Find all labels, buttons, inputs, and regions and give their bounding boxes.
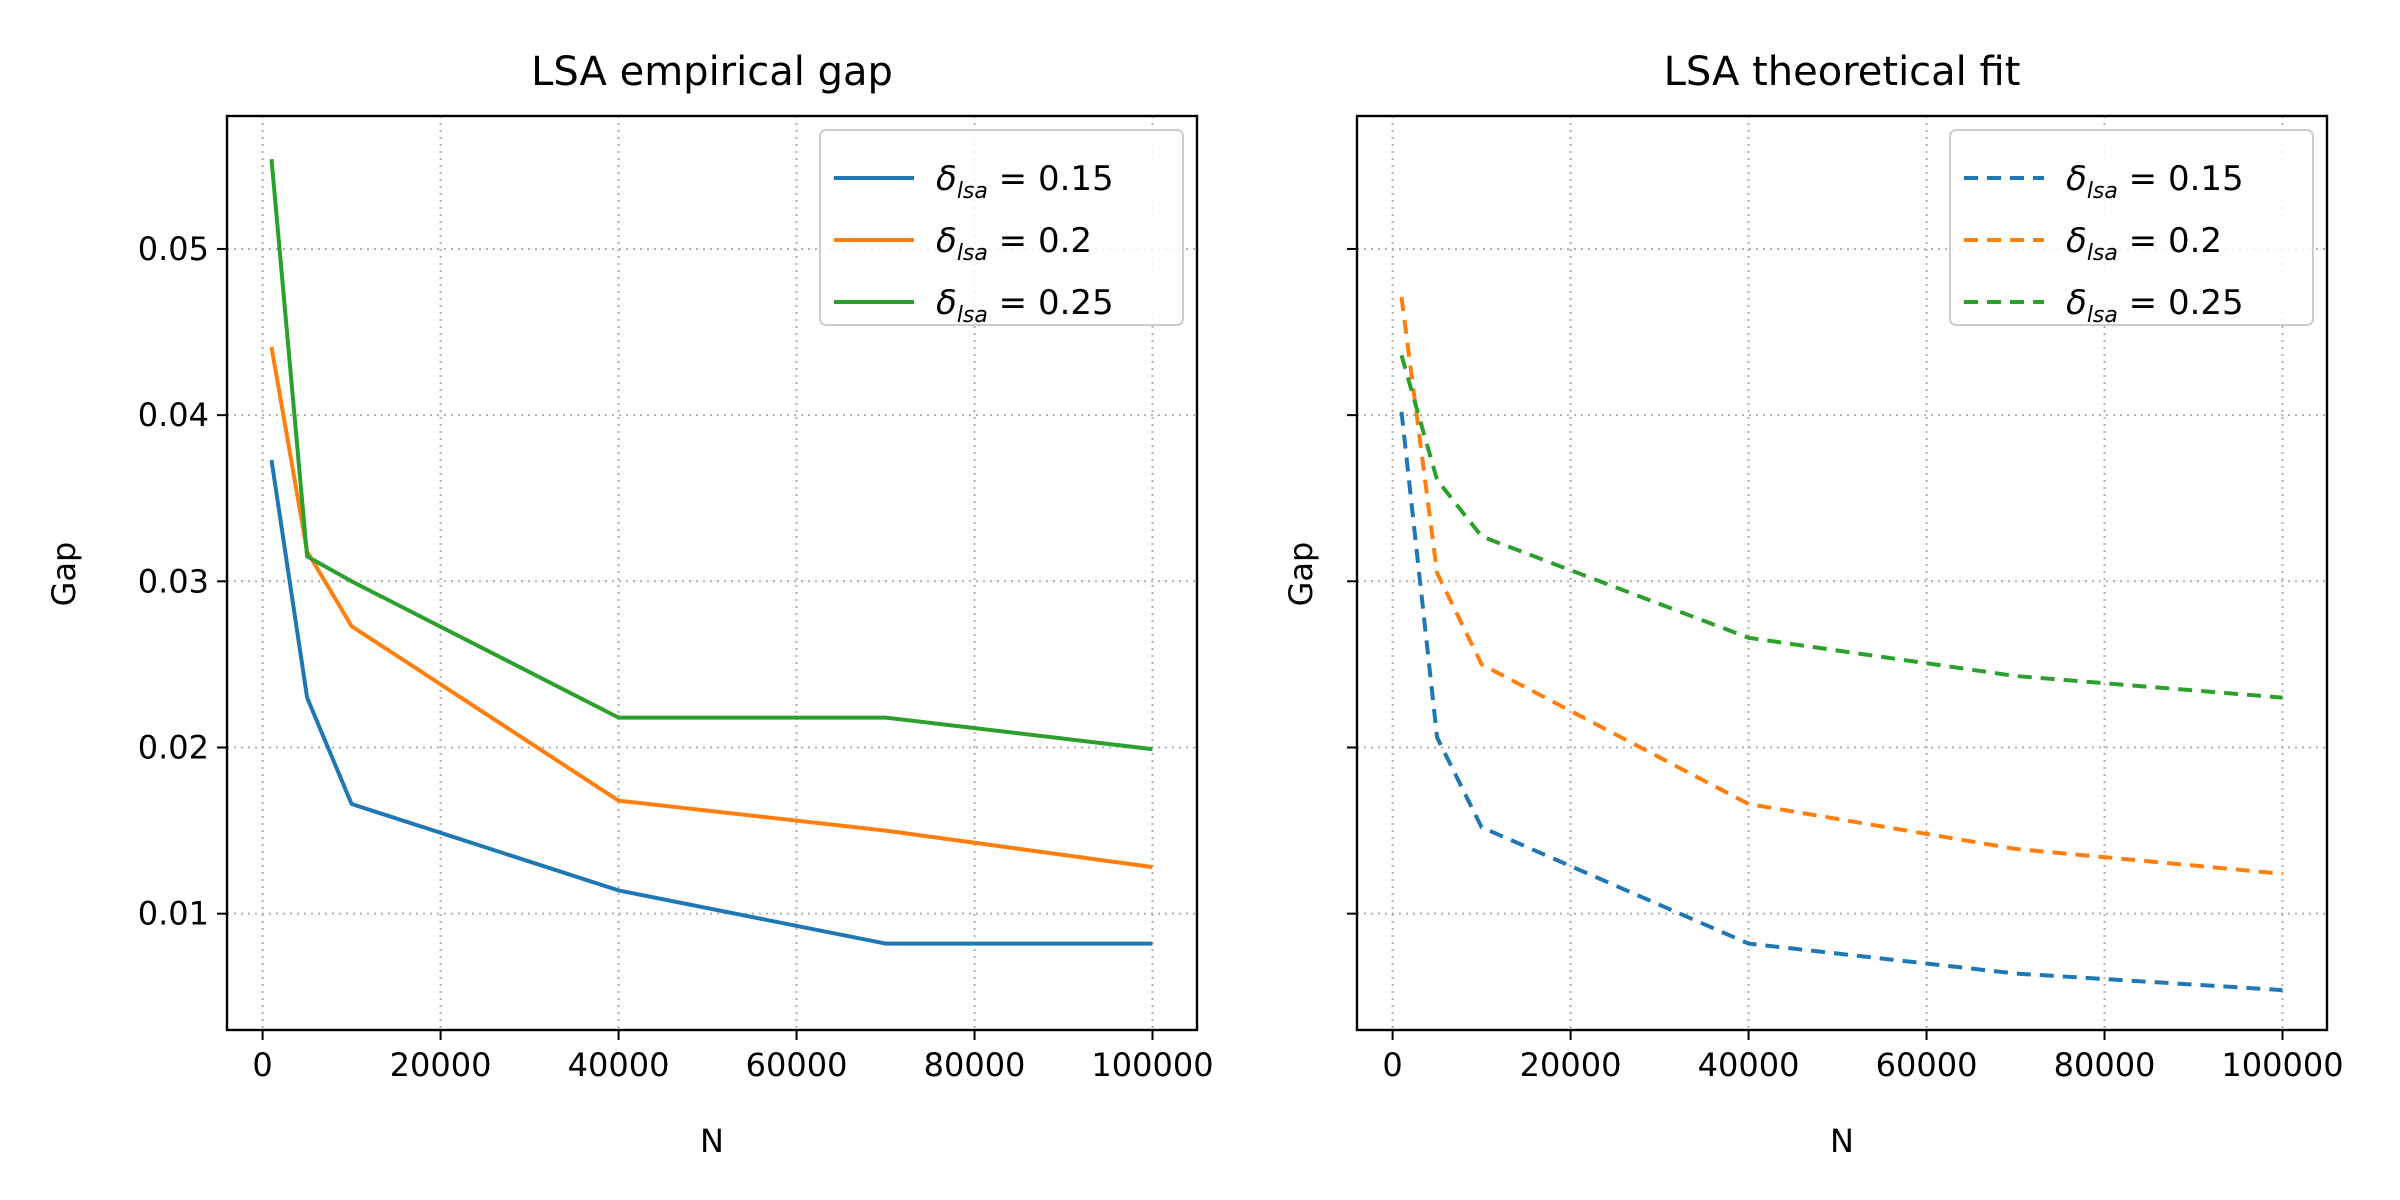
panel-theoretical: LSA theoretical fit 0 20000 40000 60000 8000…	[1282, 49, 2344, 1160]
panel-empirical-series	[269, 159, 1153, 946]
panel-theoretical-series	[1399, 296, 2283, 993]
legend-label: δlsa = 0.15	[936, 159, 1114, 204]
panel-empirical-legend: δlsa = 0.15 δlsa = 0.2 δlsa = 0.25	[819, 129, 1184, 328]
legend-label: δlsa = 0.2	[936, 221, 1092, 266]
panel-theoretical-y-label: Gap	[1282, 542, 1320, 607]
x-tick-label: 20000	[1520, 1046, 1622, 1084]
x-tick-label: 80000	[924, 1046, 1026, 1084]
y-tick-label: 0.03	[138, 562, 209, 600]
panel-empirical-grid	[227, 116, 1197, 1030]
y-tick-label: 0.02	[138, 728, 209, 766]
legend-label: δlsa = 0.2	[2066, 221, 2222, 266]
panel-empirical-y-label: Gap	[45, 542, 83, 607]
legend-label: δlsa = 0.25	[936, 283, 1114, 328]
panel-theoretical-y-axis	[1347, 247, 1357, 915]
x-tick-label: 60000	[746, 1046, 848, 1084]
x-tick-label: 100000	[2221, 1046, 2343, 1084]
x-tick-label: 60000	[1876, 1046, 1978, 1084]
panel-theoretical-x-axis: 0 20000 40000 60000 80000 100000	[1382, 1030, 2344, 1084]
panel-theoretical-grid	[1357, 116, 2327, 1030]
panel-empirical-y-axis: 0.01 0.02 0.03 0.04 0.05	[138, 230, 227, 933]
x-tick-label: 20000	[390, 1046, 492, 1084]
y-tick-label: 0.05	[138, 230, 209, 268]
series-line-0-2	[1399, 296, 2283, 876]
y-tick-label: 0.04	[138, 396, 209, 434]
x-tick-label: 0	[252, 1046, 272, 1084]
x-tick-label: 40000	[568, 1046, 670, 1084]
series-line-0-15	[269, 459, 1153, 946]
x-tick-label: 100000	[1091, 1046, 1213, 1084]
series-line-0-25	[269, 159, 1153, 752]
panel-theoretical-legend: δlsa = 0.15 δlsa = 0.2 δlsa = 0.25	[1949, 129, 2314, 328]
panel-empirical-x-axis: 0 20000 40000 60000 80000 100000	[252, 1030, 1214, 1084]
x-tick-label: 40000	[1698, 1046, 1800, 1084]
panel-empirical-x-label: N	[700, 1122, 724, 1160]
panel-empirical: LSA empirical gap 0 20000 40000 60000 80000 1…	[45, 49, 1214, 1160]
panel-theoretical-frame	[1355, 114, 2329, 1032]
x-tick-label: 80000	[2054, 1046, 2156, 1084]
legend-label: δlsa = 0.15	[2066, 159, 2244, 204]
series-line-0-2	[269, 346, 1153, 870]
panel-empirical-frame	[225, 114, 1199, 1032]
y-tick-label: 0.01	[138, 895, 209, 933]
panel-empirical-title: LSA empirical gap	[531, 49, 893, 95]
panel-theoretical-x-label: N	[1830, 1122, 1854, 1160]
x-tick-label: 0	[1382, 1046, 1402, 1084]
legend-label: δlsa = 0.25	[2066, 283, 2244, 328]
panel-theoretical-title: LSA theoretical fit	[1664, 49, 2021, 95]
